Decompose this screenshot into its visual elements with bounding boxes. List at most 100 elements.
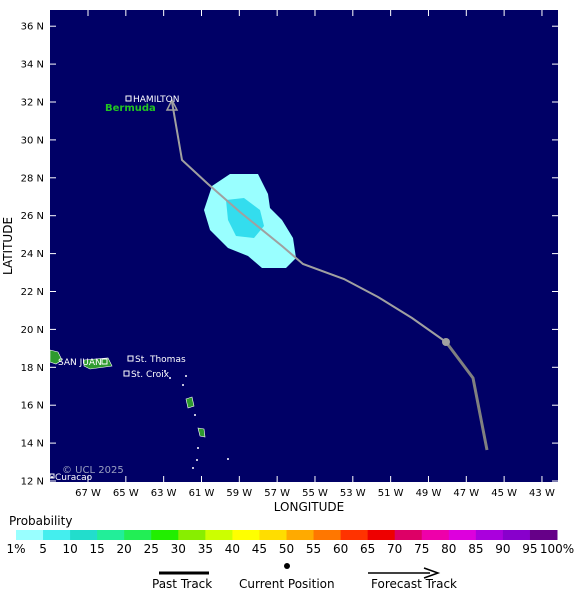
islet (196, 459, 198, 461)
y-axis-title: LATITUDE (1, 217, 15, 275)
color-bar-segment (475, 530, 504, 540)
color-bar-segment (313, 530, 342, 540)
color-bar-segment (232, 530, 260, 540)
caribbean-islands (49, 349, 229, 478)
forecast-track-key-label: Forecast Track (371, 577, 457, 591)
lat-tick-label: 34 N (21, 60, 44, 71)
lon-tick-label: 59 W (226, 488, 252, 499)
probability-label: 30 (171, 542, 186, 556)
lat-tick-label: 16 N (21, 401, 44, 412)
lon-tick-label: 57 W (264, 488, 290, 499)
lon-tick-label: 43 W (529, 488, 555, 499)
probability-label: 60 (333, 542, 348, 556)
island-land (83, 357, 113, 370)
guadeloupe-land (185, 396, 195, 409)
probability-label: 75 (414, 542, 429, 556)
islet (182, 384, 184, 386)
st-thomas-label: St. Thomas (135, 355, 186, 365)
lat-tick-label: 12 N (21, 477, 44, 488)
forecast-track-line (171, 101, 447, 343)
probability-label: 100% (540, 542, 574, 556)
islet (227, 458, 229, 460)
lat-tick-label: 24 N (21, 249, 44, 260)
probability-label: 50 (279, 542, 294, 556)
lon-tick-label: 47 W (453, 488, 479, 499)
lon-tick-label: 45 W (491, 488, 517, 499)
probability-label: 15 (90, 542, 105, 556)
lon-tick-label: 61 W (189, 488, 215, 499)
latitude-labels: 12 N 14 N 16 N 18 N 20 N 22 N 24 N 26 N 28 N 30 N… (21, 22, 44, 488)
probability-label: 70 (387, 542, 402, 556)
st-croix-marker (123, 370, 130, 377)
color-bar-segment (529, 530, 558, 540)
san-juan-label: SAN JUAN (58, 358, 102, 368)
copyright-text: © UCL 2025 (62, 465, 124, 476)
san-juan-marker (101, 358, 108, 365)
longitude-labels: 67 W 65 W 63 W 61 W 59 W 57 W 55 W 53 W 51 W 49 W… (75, 488, 555, 499)
probability-label: 85 (468, 542, 483, 556)
probability-label: 10 (62, 542, 77, 556)
lat-tick-label: 22 N (21, 287, 44, 298)
islet (197, 447, 199, 449)
curacao-label: Curacao (55, 473, 93, 483)
bermuda-label: Bermuda (105, 103, 156, 114)
color-bar-segment (151, 530, 179, 540)
martinique-land (197, 427, 206, 438)
lon-tick-label: 53 W (340, 488, 366, 499)
lon-tick-label: 67 W (75, 488, 101, 499)
color-bar-segment (205, 530, 233, 540)
color-bar-segment (43, 530, 71, 540)
lon-tick-label: 49 W (416, 488, 442, 499)
lat-tick-label: 32 N (21, 98, 44, 109)
color-bar-segment (421, 530, 450, 540)
color-bar-segment (16, 530, 44, 540)
lon-tick-label: 63 W (151, 488, 177, 499)
probability-label: 5 (39, 542, 47, 556)
islet (194, 414, 196, 416)
color-bar-segment (367, 530, 396, 540)
lat-tick-label: 26 N (21, 211, 44, 222)
past-track-key-label: Past Track (152, 577, 213, 591)
past-track-line (444, 341, 489, 451)
forecast-arrow-head (165, 98, 179, 111)
lon-tick-label: 55 W (302, 488, 328, 499)
curacao-marker (49, 473, 55, 479)
color-bar-segment (70, 530, 98, 540)
probability-label: 90 (495, 542, 510, 556)
current-position-key-label: Current Position (239, 577, 335, 591)
probability-labels: 1% 5 10 15 20 25 30 35 40 45 50 55 60 65 70 75 80 85 90 95 1… (6, 542, 574, 556)
st-thomas-marker (127, 355, 134, 362)
puerto-rico-land (49, 349, 63, 365)
probability-label: 65 (360, 542, 375, 556)
lon-tick-label: 51 W (378, 488, 404, 499)
color-bar-segment (97, 530, 125, 540)
probability-label: 25 (144, 542, 159, 556)
color-bar-segment (178, 530, 206, 540)
probability-label: 95 (522, 542, 537, 556)
color-bar-segment (259, 530, 287, 540)
islet (164, 370, 166, 372)
legend-title: Probability (9, 514, 73, 528)
forecast-track-key-arrow (423, 567, 441, 579)
probability-label: 1% (6, 542, 25, 556)
tick-marks (50, 10, 558, 482)
color-bar-segment (502, 530, 531, 540)
st-croix-label: St. Croix (131, 370, 170, 380)
lat-tick-label: 14 N (21, 439, 44, 450)
lat-tick-label: 30 N (21, 135, 44, 146)
lat-tick-label: 20 N (21, 325, 44, 336)
lat-tick-label: 18 N (21, 363, 44, 374)
color-bar-segment (394, 530, 423, 540)
probability-label: 45 (252, 542, 267, 556)
color-bar-segment (448, 530, 477, 540)
probability-label: 35 (198, 542, 213, 556)
lat-tick-label: 36 N (21, 22, 44, 33)
current-position-key-dot (284, 563, 290, 569)
islet (185, 375, 187, 377)
probability-label: 80 (441, 542, 456, 556)
x-axis-title: LONGITUDE (274, 500, 344, 514)
hamilton-marker (125, 95, 132, 102)
map-ocean (50, 10, 558, 482)
color-bar-segment (340, 530, 369, 540)
color-bar-segment (124, 530, 152, 540)
